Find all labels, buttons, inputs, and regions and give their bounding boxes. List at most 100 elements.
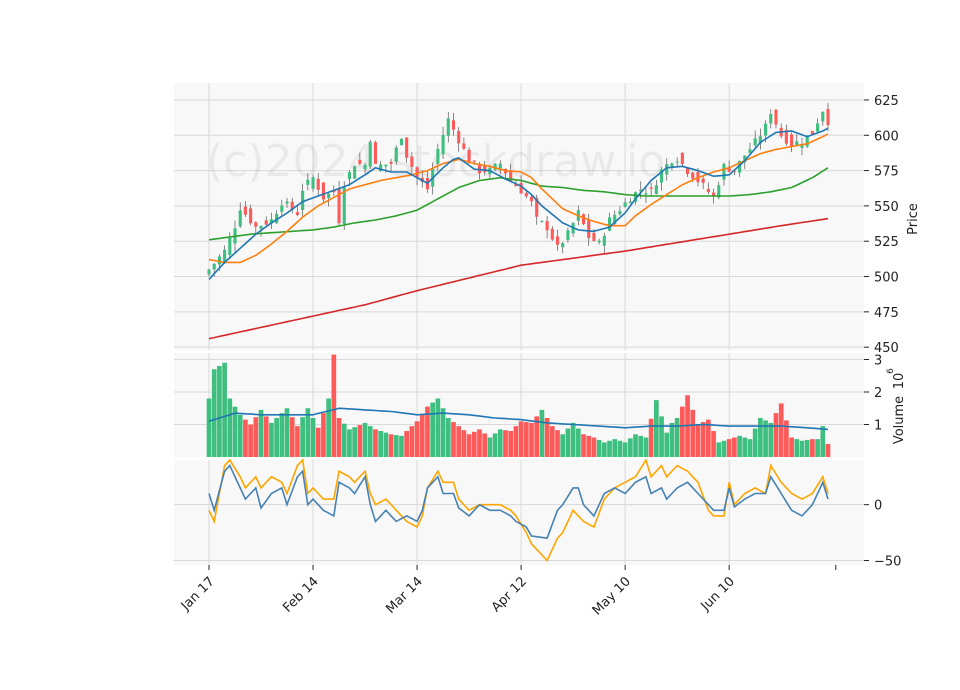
volume-bar <box>763 420 768 457</box>
volume-bar <box>295 426 300 457</box>
candle-body <box>410 156 414 167</box>
volume-bar <box>404 431 410 457</box>
volume-bar <box>430 402 436 457</box>
candle-body <box>680 152 684 164</box>
x-axis-tick-label: Mar 14 <box>383 574 426 617</box>
volume-bar <box>575 428 581 457</box>
candle-body <box>597 240 601 243</box>
oscillator-slow-line <box>208 458 829 562</box>
candle-body <box>337 188 341 224</box>
candle-body <box>540 220 544 222</box>
volume-bar <box>518 421 524 457</box>
volume-bar <box>503 430 508 457</box>
volume-bar <box>206 398 212 457</box>
volume-bar <box>596 439 602 457</box>
candle-body <box>665 164 669 175</box>
volume-bar <box>695 424 701 457</box>
volume-bar <box>529 422 534 457</box>
candle-body <box>394 147 398 162</box>
volume-bar <box>706 419 711 457</box>
candle-body <box>462 143 466 149</box>
candle-body <box>368 141 372 167</box>
volume-bar <box>217 366 222 457</box>
candle-body <box>280 205 284 212</box>
volume-bar <box>815 439 820 457</box>
volume-bar <box>243 419 248 457</box>
volume-bar <box>482 433 488 457</box>
volume-bar <box>305 408 311 457</box>
candle-body <box>618 210 622 215</box>
volume-bar <box>825 444 831 457</box>
candle-body <box>826 109 830 126</box>
volume-bar <box>711 431 716 457</box>
volume-bar <box>269 422 274 457</box>
volume-bar <box>487 437 493 457</box>
candle-body <box>758 136 762 144</box>
volume-bar <box>352 427 357 457</box>
candle-body <box>587 220 591 239</box>
volume-bar <box>799 440 805 457</box>
volume-bar <box>607 440 612 457</box>
oscillator-axis-tick-label: −50 <box>874 555 901 570</box>
moving-averages <box>208 127 829 340</box>
candle-body <box>769 114 773 124</box>
candle-body <box>493 163 497 170</box>
volume-bar <box>310 418 316 457</box>
candle-body <box>717 185 721 198</box>
candle-body <box>644 193 648 195</box>
volume-bar <box>544 418 550 457</box>
price-axis-tick-label: 500 <box>874 271 899 286</box>
candle-body <box>639 189 643 192</box>
moving-average-longest <box>208 217 829 340</box>
candle-body <box>207 269 211 275</box>
volume-bar <box>362 422 368 457</box>
candle-body <box>675 161 679 163</box>
volume-bar <box>581 434 586 457</box>
price-axis-tick-label: 575 <box>874 165 899 180</box>
volume-bar <box>601 442 607 457</box>
price-axis-tick-label: 450 <box>874 341 899 356</box>
candle-body <box>633 192 638 202</box>
candle-body <box>670 163 674 168</box>
volume-bar <box>586 435 592 457</box>
candle-body <box>254 222 258 227</box>
candle-body <box>581 214 586 225</box>
candle-body <box>301 190 305 210</box>
volume-bar <box>331 354 337 457</box>
volume-axis-exponent-power: 6 <box>886 368 896 374</box>
volume-bar <box>466 434 472 457</box>
volume-bar <box>612 439 618 457</box>
volume-bar <box>654 400 659 457</box>
volume-bar <box>414 421 420 457</box>
candle-body <box>332 190 336 193</box>
x-axis-tick-label: Jan 17 <box>178 574 218 614</box>
volume-bar <box>523 422 529 457</box>
candle-body <box>555 236 560 245</box>
volume-bar <box>690 409 696 457</box>
watermark: (c)2024 stockdraw.io <box>206 136 665 187</box>
candle-body <box>275 213 279 224</box>
volume-bar <box>648 418 654 457</box>
candle-body <box>327 193 331 199</box>
moving-average-long <box>208 167 829 241</box>
volume-bars <box>206 354 831 457</box>
candle-body <box>399 138 404 146</box>
candle-body <box>477 163 482 174</box>
volume-bar <box>700 422 706 457</box>
candle-body <box>800 144 804 148</box>
volume-bar <box>222 362 227 457</box>
candle-body <box>706 188 710 193</box>
volume-bar <box>732 437 737 457</box>
candle-body <box>519 182 523 194</box>
volume-bar <box>633 434 638 457</box>
volume-bar <box>258 409 264 457</box>
volume-bar <box>461 430 467 457</box>
candle-body <box>732 170 736 172</box>
volume-bar <box>716 442 722 457</box>
candle-body <box>738 160 742 173</box>
candle-body <box>483 165 487 173</box>
volume-bar <box>664 432 670 457</box>
volume-bar <box>263 416 269 457</box>
candle-body <box>623 202 627 207</box>
